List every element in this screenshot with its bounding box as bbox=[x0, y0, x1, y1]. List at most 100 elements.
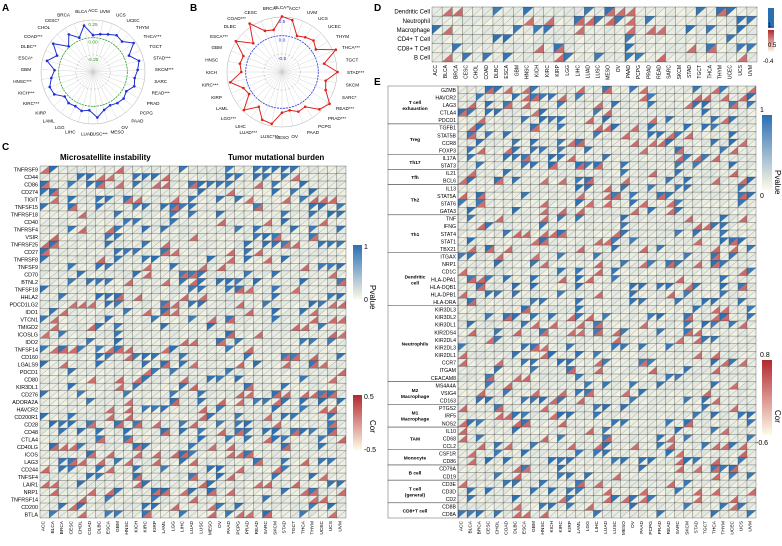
heat-c-row-label: KIR3DL1 bbox=[16, 385, 38, 391]
radar-b-label: PAAD bbox=[307, 130, 320, 135]
radar-a-label: THCA*** bbox=[144, 34, 162, 39]
radar-a-point bbox=[136, 69, 139, 72]
radar-b-label: ACC* bbox=[289, 6, 301, 11]
radar-b-point bbox=[297, 110, 300, 113]
radar-b-label: PCPG bbox=[318, 124, 331, 129]
radar-a-label: PCPG bbox=[140, 111, 153, 116]
heat-c-row-label: ADORA2A bbox=[12, 400, 38, 406]
radar-b-point bbox=[328, 102, 331, 105]
heat-c-row-label: TNFRSF18 bbox=[11, 213, 38, 219]
heat-c-row-label: VTCN1 bbox=[20, 318, 38, 324]
radar-b-spoke bbox=[282, 72, 321, 111]
radar-b-point bbox=[291, 19, 294, 22]
radar-a-point bbox=[122, 97, 125, 100]
radar-b-point bbox=[312, 39, 315, 42]
radar-a-label: LIHC bbox=[65, 129, 76, 134]
radar-a-label: ACC bbox=[88, 8, 98, 13]
radar-a-point bbox=[88, 109, 91, 112]
radar-a-point bbox=[67, 45, 70, 48]
heat-c-row-label: TNFRSF8 bbox=[14, 258, 38, 264]
radar-b-point bbox=[288, 109, 291, 112]
radar-a-point bbox=[48, 86, 51, 89]
radar-b-label: SARC* bbox=[342, 95, 357, 100]
radar-a-spoke bbox=[41, 70, 93, 72]
radar-b-tick: 0.5 bbox=[279, 19, 286, 25]
radar-b-label: COAD*** bbox=[227, 16, 246, 21]
radar-b-point bbox=[248, 93, 251, 96]
heat-c-row-label: CD28 bbox=[24, 422, 38, 428]
heat-c-row-label: CD44 bbox=[24, 175, 38, 181]
heat-c-row-label: CD160 bbox=[21, 355, 38, 361]
radar-a-point bbox=[133, 85, 136, 88]
radar-a-label: LGG bbox=[55, 125, 65, 130]
heat-c-row-label: CD80 bbox=[24, 377, 38, 383]
radar-a-spoke bbox=[54, 72, 93, 106]
panel-label-c: C bbox=[2, 142, 9, 153]
heat-c-row-label: IDO1 bbox=[25, 310, 38, 316]
radar-b-point bbox=[248, 22, 251, 25]
radar-b-label: KICH bbox=[206, 70, 217, 75]
radar-b-label: BLCA** bbox=[274, 5, 290, 10]
heat-c-row-label: CTLA4 bbox=[21, 437, 38, 443]
heat-c-row-label: TNFRSF9 bbox=[14, 168, 38, 174]
heat-c-row-label: CD200R1 bbox=[14, 415, 38, 421]
heat-c-row-label: LAIR1 bbox=[23, 482, 38, 488]
radar-a-label: LUAD bbox=[81, 132, 94, 137]
radar-a-label: KIRC*** bbox=[23, 101, 40, 106]
radar-b-label: TGCT bbox=[346, 57, 359, 62]
radar-b-point bbox=[281, 15, 284, 18]
radar-a-label: GBM bbox=[21, 67, 32, 72]
radar-b-label: UCEC bbox=[328, 24, 342, 29]
radar-b-point bbox=[296, 35, 299, 38]
radar-a-point bbox=[99, 33, 102, 36]
radar-b-point bbox=[272, 29, 275, 32]
radar-b-point bbox=[270, 122, 273, 125]
radar-b-point bbox=[324, 89, 327, 92]
radar-a-point bbox=[68, 33, 71, 36]
radar-b-label: READ*** bbox=[336, 106, 354, 111]
heat-c-row-label: IDO2 bbox=[25, 340, 38, 346]
radar-a-point bbox=[67, 102, 70, 105]
radar-b-label: LUAD*** bbox=[240, 130, 258, 135]
radar-a-label: BRCA bbox=[57, 12, 71, 17]
radar-a-spoke bbox=[93, 24, 112, 72]
radar-b-point bbox=[315, 48, 318, 51]
radar-b-spoke bbox=[243, 33, 282, 72]
heat-c-row-label: TNFSF15 bbox=[15, 205, 38, 211]
heatmap-c: TNFRSF9CD44CD86CD274TIGITTNFSF15TNFRSF18… bbox=[10, 166, 346, 535]
radar-a-label: MESO bbox=[110, 129, 124, 134]
radar-a-tick: -0.25 bbox=[88, 57, 99, 63]
heat-c-row-label: HHLA2 bbox=[21, 295, 38, 301]
radar-a-point bbox=[115, 34, 118, 37]
radar-a-point bbox=[92, 34, 95, 37]
radar-b-spoke bbox=[243, 72, 282, 111]
heat-c-row-label: CD40LG bbox=[17, 445, 38, 451]
radar-b-label: OV bbox=[291, 134, 299, 139]
heat-c-row-label: LAG3 bbox=[24, 460, 38, 466]
radar-b-label: PRAD*** bbox=[328, 116, 346, 121]
radar-a-label: THYM bbox=[136, 25, 149, 30]
radar-b-point bbox=[252, 42, 255, 45]
radar-b-label: ESCA*** bbox=[210, 34, 228, 39]
heat-c-row-label: VSIR bbox=[25, 235, 38, 241]
radar-b-spoke bbox=[282, 33, 321, 72]
radar-a-label: BLCA bbox=[75, 9, 88, 14]
radar-a-point bbox=[83, 24, 86, 27]
tmb-title: Tumor mutational burden bbox=[228, 153, 324, 162]
heat-c-row-label: PDCD1LG2 bbox=[10, 303, 38, 309]
heat-c-row-label: TNFRSF4 bbox=[14, 228, 38, 234]
radar-a-label: UCEC bbox=[127, 18, 141, 23]
radar-b-point bbox=[281, 111, 284, 114]
radar-a-label: SARC bbox=[154, 79, 167, 84]
heat-c-row-label: CD48 bbox=[24, 430, 38, 436]
panel-label-b: B bbox=[190, 3, 197, 14]
radar-b-label: LAML bbox=[216, 106, 228, 111]
radar-a-spoke bbox=[42, 72, 93, 79]
radar-a-point bbox=[78, 36, 81, 39]
heat-c-row-label: CD27 bbox=[24, 250, 38, 256]
radar-a-label: PRAD bbox=[147, 101, 160, 106]
radar-a-label: CHOL bbox=[37, 25, 50, 30]
radar-b-point bbox=[264, 30, 267, 33]
radar-b-tick: -0.5 bbox=[278, 56, 287, 62]
